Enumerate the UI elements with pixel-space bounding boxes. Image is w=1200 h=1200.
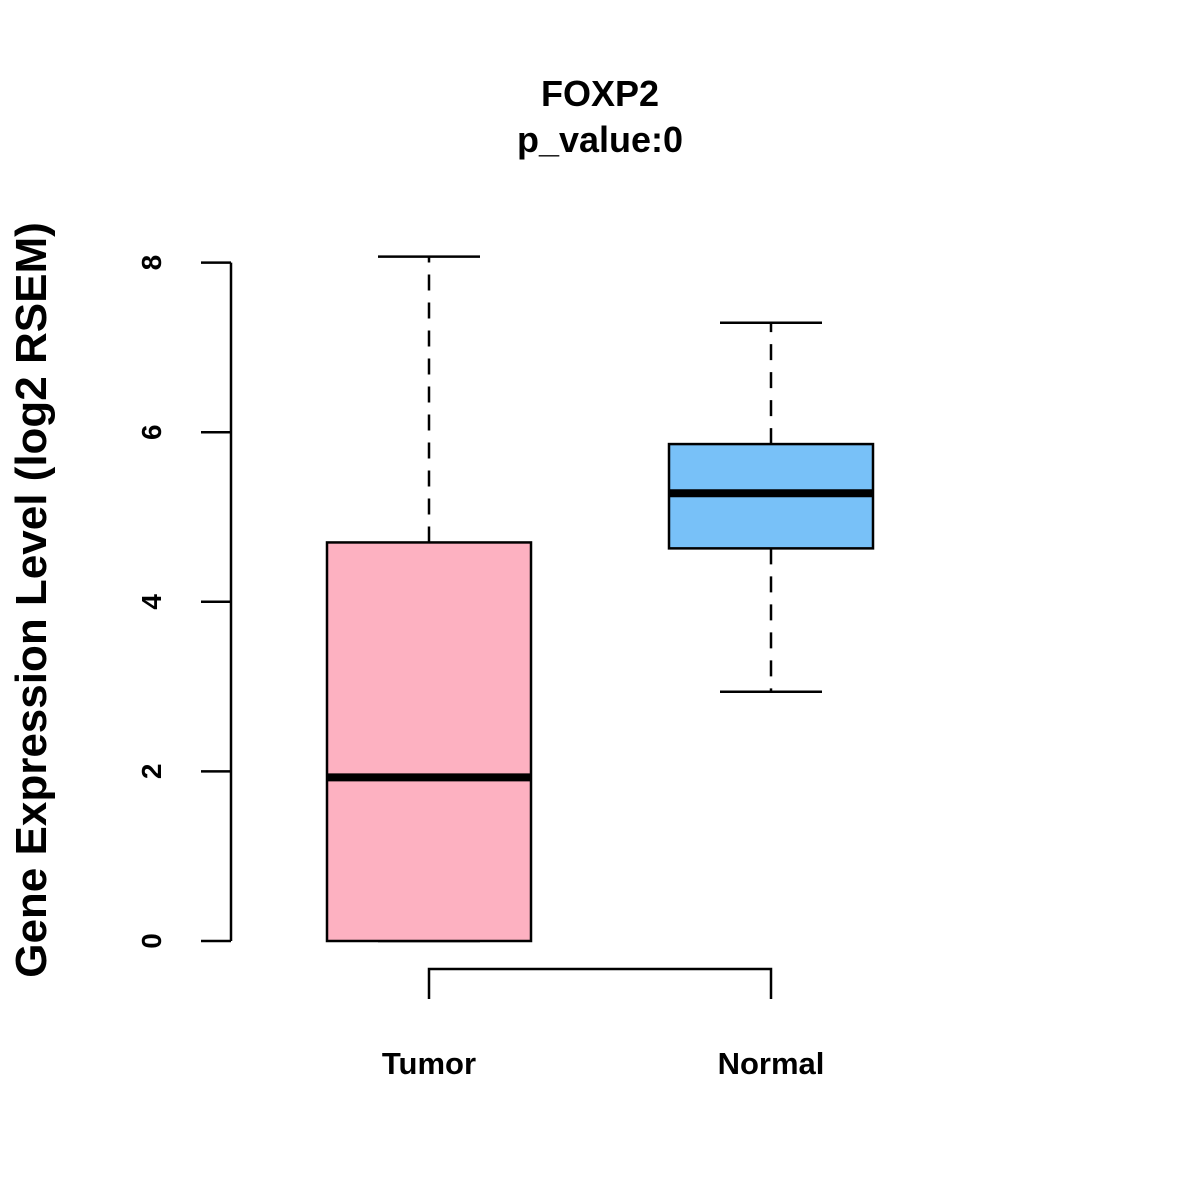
y-tick-label-0: 0 xyxy=(136,933,167,949)
boxes xyxy=(325,255,875,943)
y-tick-label-1: 2 xyxy=(136,764,167,780)
box-normal xyxy=(667,321,875,693)
x-axis-labels: Tumor Normal xyxy=(382,1046,824,1081)
chart-title: FOXP2 xyxy=(541,73,659,114)
y-axis: 0 2 4 6 8 xyxy=(136,255,233,949)
x-label-normal: Normal xyxy=(718,1046,825,1081)
chart-subtitle: p_value:0 xyxy=(517,119,683,160)
y-axis-label: Gene Expression Level (log2 RSEM) xyxy=(7,222,56,978)
x-label-tumor: Tumor xyxy=(382,1046,476,1081)
y-tick-label-3: 6 xyxy=(136,424,167,440)
bracket-line xyxy=(427,967,773,999)
comparison-bracket xyxy=(427,967,773,999)
y-tick-label-2: 4 xyxy=(136,594,167,610)
y-tick-label-4: 8 xyxy=(136,255,167,271)
box-tumor xyxy=(325,255,533,943)
iqr-box xyxy=(325,541,533,943)
